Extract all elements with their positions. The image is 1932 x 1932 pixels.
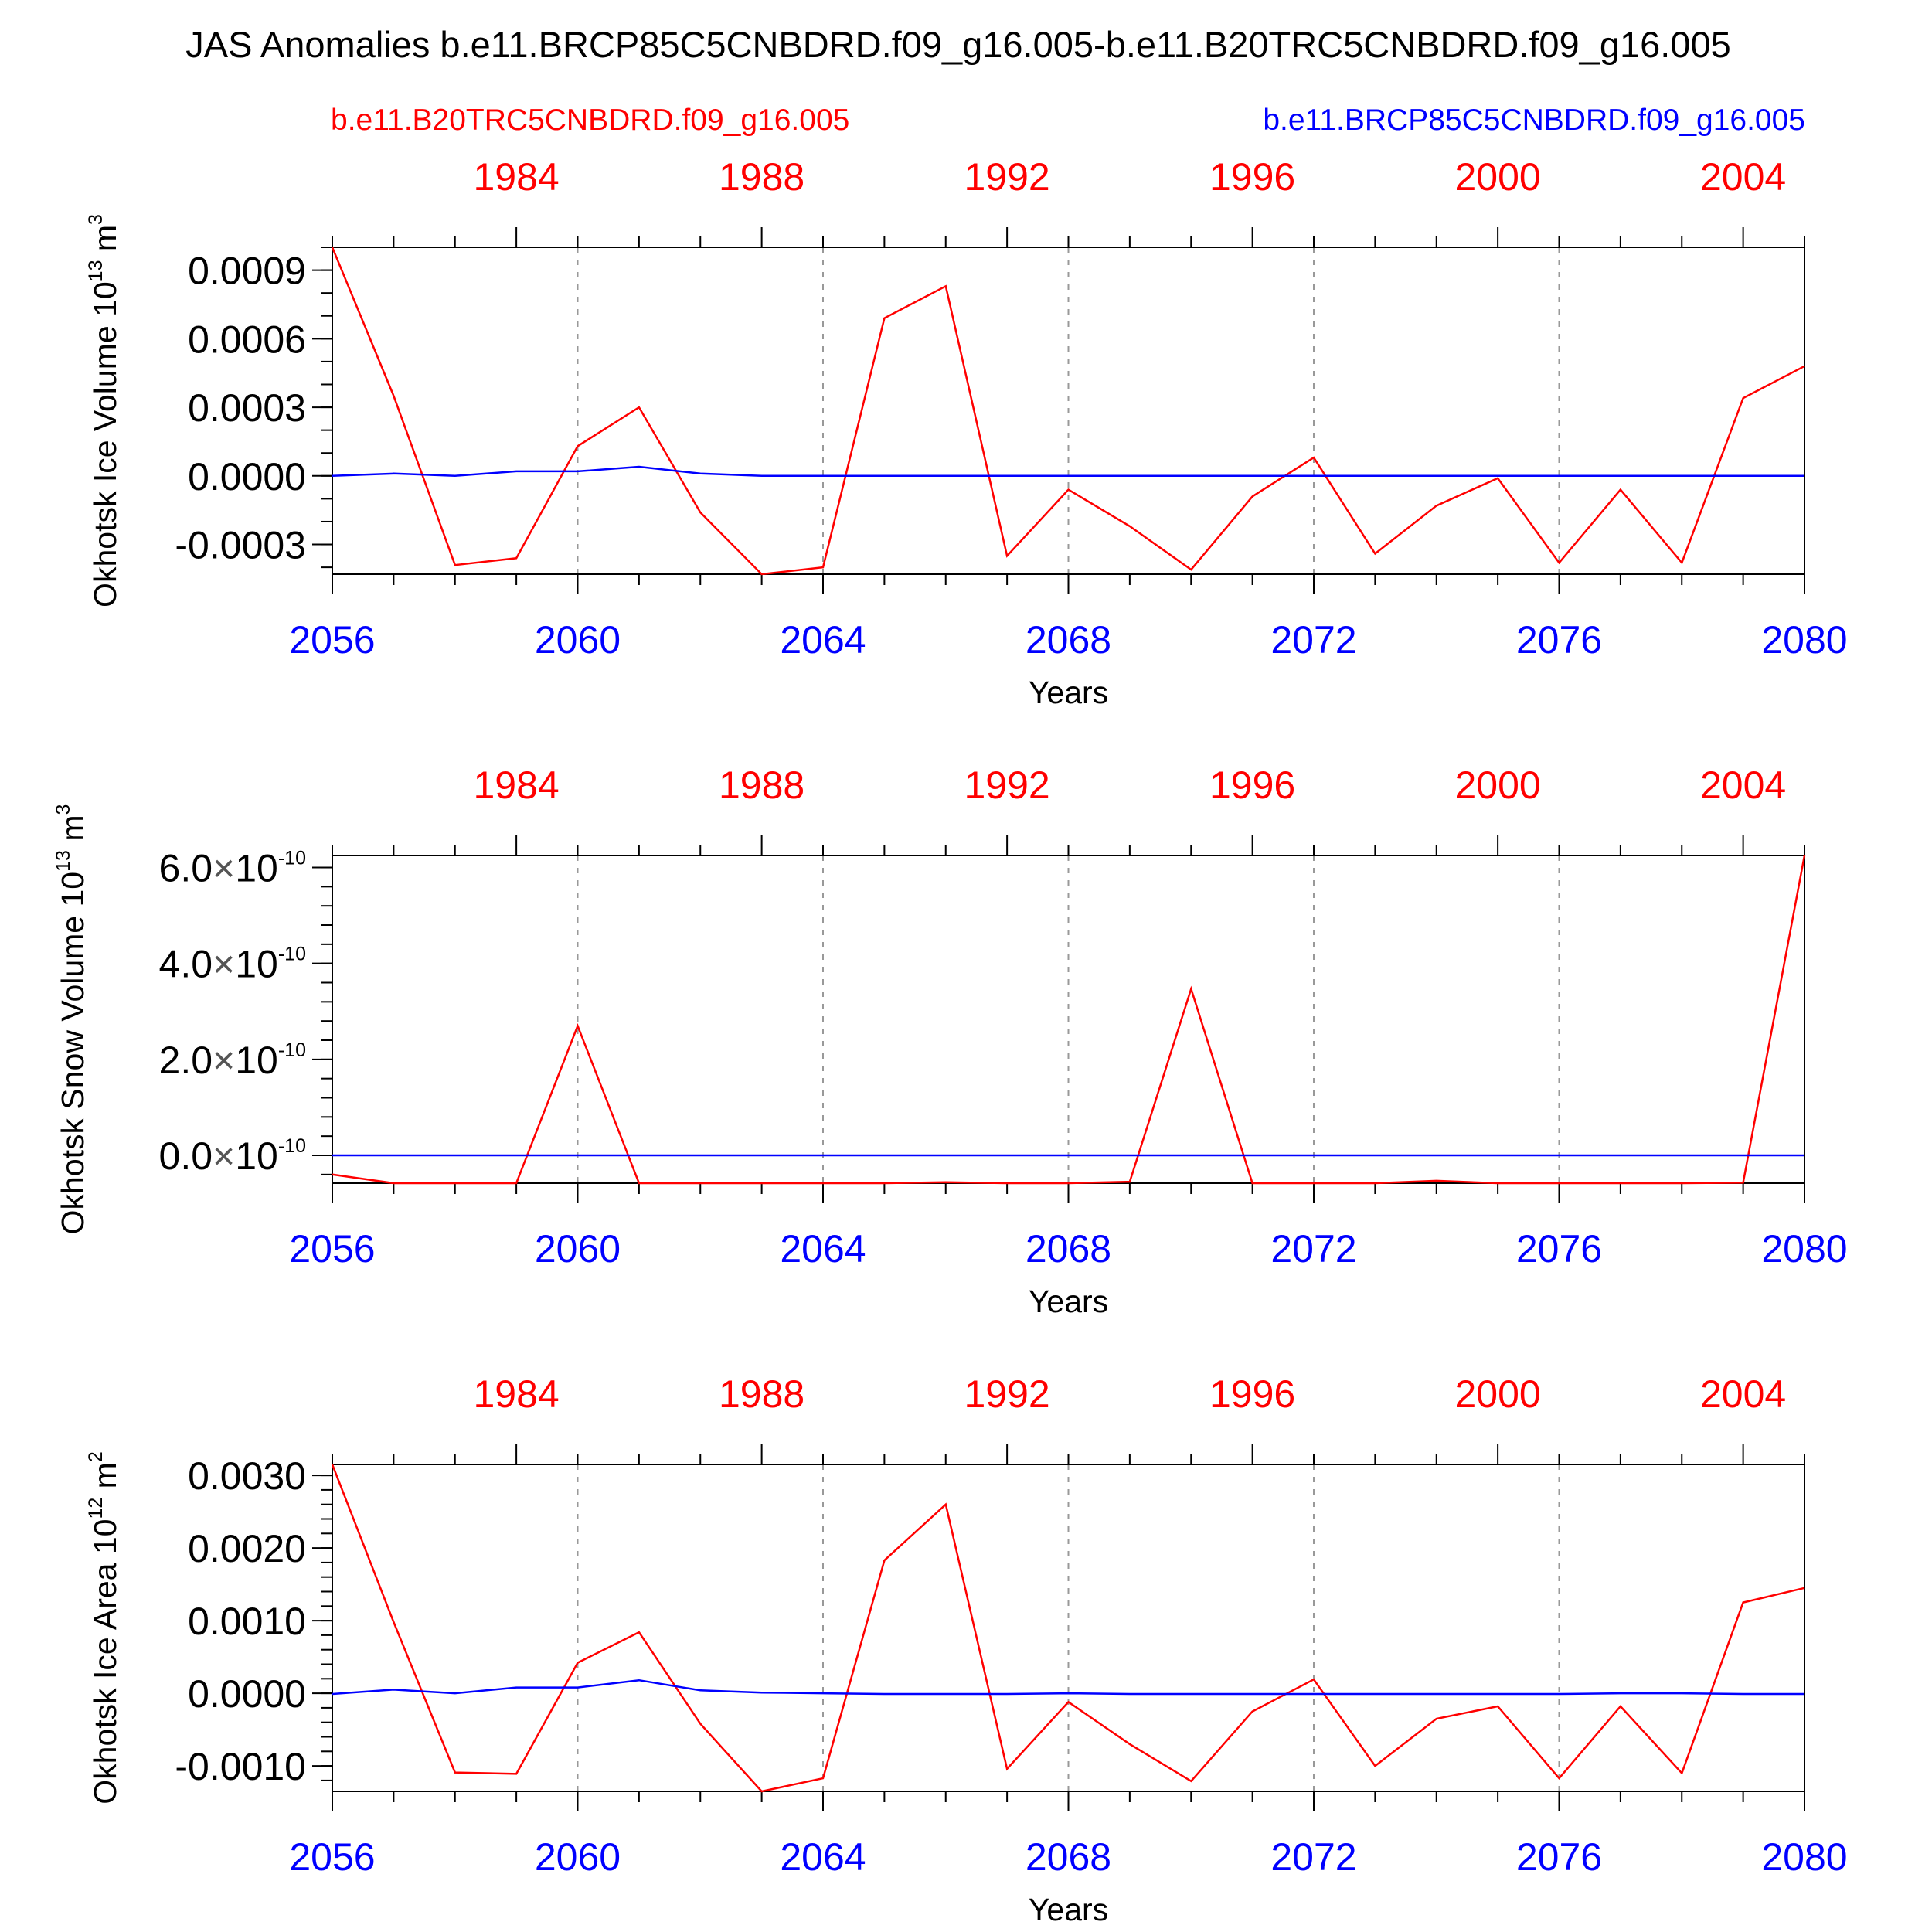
panel-3: 2056 2060 2064 2068 2072 2076 2080 1984 1988 1992… — [85, 1372, 1848, 1927]
x-axis-label: Years — [1029, 1284, 1108, 1319]
x-tick-label: 2080 — [1761, 618, 1847, 662]
series-line-blue — [332, 1679, 1804, 1696]
x-top-tick-label: 1988 — [719, 764, 804, 807]
y-tick-label: -0.0010 — [175, 1745, 306, 1788]
x-tick-label: 2064 — [780, 1227, 866, 1270]
y-tick-label: 2.0×10-10 — [159, 1039, 306, 1082]
x-tick-label: 2064 — [780, 1835, 866, 1879]
x-tick-label: 2064 — [780, 618, 866, 662]
x-tick-label: 2060 — [535, 1835, 621, 1879]
x-tick-label: 2056 — [289, 1835, 375, 1879]
x-top-tick-label: 1992 — [964, 155, 1050, 199]
y-axis-label: Okhotsk Ice Area 1012 m2 — [85, 1451, 123, 1804]
panel-2: 2056 2060 2064 2068 2072 2076 2080 1984 1988 1992… — [53, 764, 1848, 1319]
legend-blue-series: b.e11.BRCP85C5CNBDRD.f09_g16.005 — [1263, 104, 1805, 137]
y-tick-label: 0.0006 — [188, 318, 306, 361]
series-line-blue — [332, 465, 1804, 478]
x-top-tick-label: 1984 — [474, 155, 560, 199]
x-top-tick-label: 2000 — [1455, 764, 1541, 807]
x-top-tick-label: 1996 — [1209, 155, 1295, 199]
x-tick-label: 2068 — [1026, 1227, 1111, 1270]
panel-1: 2056 2060 2064 2068 2072 2076 2080 1984 1988 1992… — [85, 155, 1848, 710]
y-tick-label: 0.0000 — [188, 1672, 306, 1716]
x-tick-label: 2072 — [1270, 618, 1356, 662]
x-tick-label: 2072 — [1270, 1227, 1356, 1270]
series-line-red — [331, 247, 1805, 576]
x-top-tick-label: 2000 — [1455, 1372, 1541, 1416]
y-axis-label: Okhotsk Snow Volume 1013 m3 — [53, 804, 90, 1235]
legend-red-series: b.e11.B20TRC5CNBDRD.f09_g16.005 — [331, 104, 849, 137]
x-tick-label: 2076 — [1516, 1835, 1602, 1879]
x-top-tick-label: 1992 — [964, 764, 1050, 807]
y-tick-label: 0.0009 — [188, 250, 306, 293]
y-tick-label: -0.0003 — [175, 524, 306, 567]
x-tick-label: 2060 — [535, 618, 621, 662]
x-top-tick-label: 1988 — [719, 1372, 804, 1416]
y-tick-label: 0.0003 — [188, 386, 306, 430]
x-top-tick-label: 1996 — [1209, 764, 1295, 807]
series-line-red — [332, 855, 1806, 1185]
y-tick-label: 0.0010 — [188, 1600, 306, 1643]
x-tick-label: 2068 — [1026, 618, 1111, 662]
x-top-tick-label: 1988 — [719, 155, 804, 199]
x-tick-label: 2076 — [1516, 618, 1602, 662]
x-top-tick-label: 2004 — [1700, 1372, 1786, 1416]
x-tick-label: 2080 — [1761, 1227, 1847, 1270]
chart-title: JAS Anomalies b.e11.BRCP85C5CNBDRD.f09_g… — [185, 24, 1730, 65]
chart-panels: 2056 2060 2064 2068 2072 2076 2080 1984 1988 1992… — [53, 155, 1848, 1927]
y-tick-label: 0.0020 — [188, 1527, 306, 1570]
x-tick-label: 2080 — [1761, 1835, 1847, 1879]
x-tick-label: 2060 — [535, 1227, 621, 1270]
x-top-tick-label: 1992 — [964, 1372, 1050, 1416]
y-tick-label: 0.0030 — [188, 1454, 306, 1498]
series-line-red — [331, 1464, 1805, 1793]
y-axis-label: Okhotsk Ice Volume 1013 m3 — [85, 214, 123, 607]
x-top-tick-label: 1984 — [474, 764, 560, 807]
x-tick-label: 2056 — [289, 618, 375, 662]
x-axis-label: Years — [1029, 1892, 1108, 1927]
x-axis-label: Years — [1029, 675, 1108, 710]
y-tick-label: 4.0×10-10 — [159, 943, 306, 986]
x-top-tick-label: 2000 — [1455, 155, 1541, 199]
x-top-tick-label: 2004 — [1700, 764, 1786, 807]
y-tick-label: 6.0×10-10 — [159, 847, 306, 890]
x-tick-label: 2056 — [289, 1227, 375, 1270]
y-tick-label: 0.0×10-10 — [159, 1134, 306, 1178]
x-tick-label: 2072 — [1270, 1835, 1356, 1879]
x-top-tick-label: 1996 — [1209, 1372, 1295, 1416]
y-tick-label: 0.0000 — [188, 455, 306, 498]
x-top-tick-label: 2004 — [1700, 155, 1786, 199]
x-tick-label: 2076 — [1516, 1227, 1602, 1270]
x-top-tick-label: 1984 — [474, 1372, 560, 1416]
x-tick-label: 2068 — [1026, 1835, 1111, 1879]
